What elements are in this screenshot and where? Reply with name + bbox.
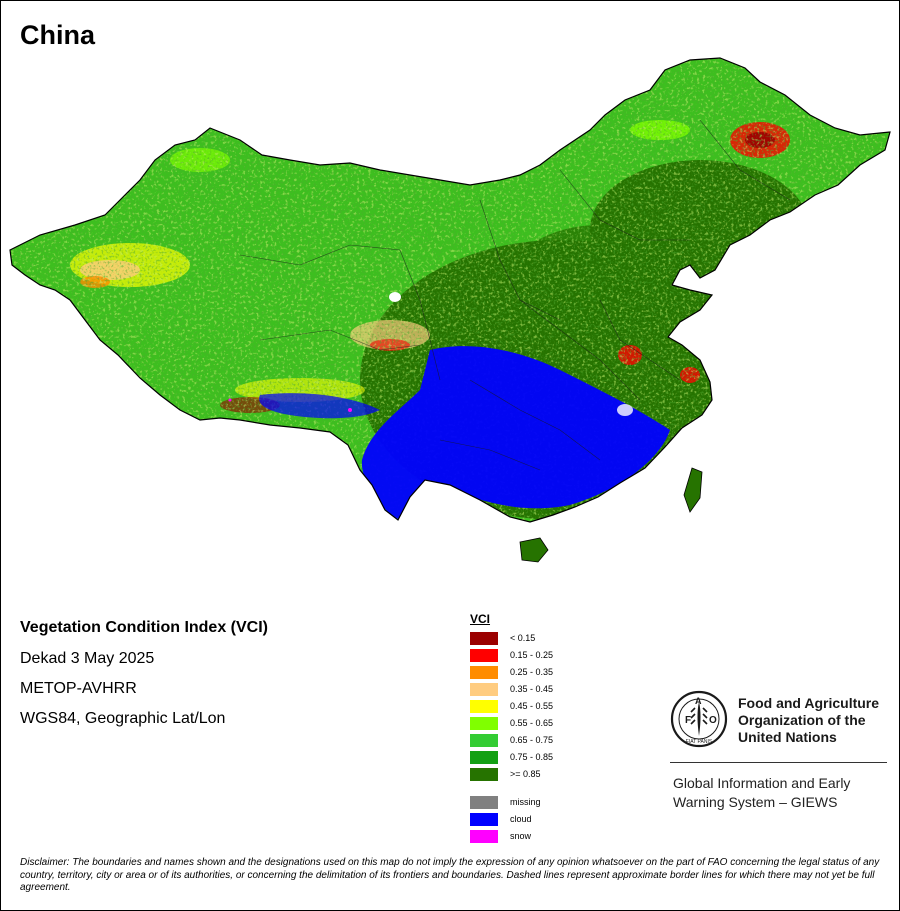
legend-swatch — [470, 649, 498, 662]
fao-logo-text-o: O — [709, 715, 717, 726]
legend-swatch — [470, 666, 498, 679]
legend-swatch — [470, 717, 498, 730]
legend-item-missing: missing — [470, 796, 610, 809]
vci-map — [9, 57, 891, 563]
legend-swatch — [470, 734, 498, 747]
fao-logo-text-f: F — [685, 715, 691, 726]
legend-label: 0.55 - 0.65 — [510, 718, 554, 728]
legend-label: 0.75 - 0.85 — [510, 752, 554, 762]
legend-item: 0.75 - 0.85 — [470, 751, 610, 764]
legend-item: >= 0.85 — [470, 768, 610, 781]
legend-item: 0.65 - 0.75 — [470, 734, 610, 747]
legend-label: >= 0.85 — [510, 769, 541, 779]
map-index-title: Vegetation Condition Index (VCI) — [20, 619, 268, 636]
legend-item: 0.55 - 0.65 — [470, 717, 610, 730]
fao-branding: F A O FIAT PANIS Food and Agriculture Or… — [670, 690, 890, 810]
legend-swatch — [470, 632, 498, 645]
legend-item: 0.35 - 0.45 — [470, 683, 610, 696]
fao-logo-icon: F A O FIAT PANIS — [670, 690, 728, 748]
legend-label: cloud — [510, 814, 532, 824]
legend-title: VCI — [470, 612, 491, 626]
map-sensor: METOP-AVHRR — [20, 680, 137, 697]
legend-label: 0.25 - 0.35 — [510, 667, 554, 677]
legend-item-cloud: cloud — [470, 813, 610, 826]
program-name: Global Information and Early Warning Sys… — [673, 774, 850, 812]
divider — [670, 762, 887, 763]
legend-label: 0.45 - 0.55 — [510, 701, 554, 711]
organization-name-line: Organization of the — [738, 712, 866, 728]
legend-swatch — [470, 683, 498, 696]
map-projection: WGS84, Geographic Lat/Lon — [20, 710, 226, 727]
legend-label: missing — [510, 797, 541, 807]
legend-item: 0.25 - 0.35 — [470, 666, 610, 679]
legend-swatch — [470, 830, 498, 843]
legend-label: 0.15 - 0.25 — [510, 650, 554, 660]
legend-swatch — [470, 796, 498, 809]
legend-swatch — [470, 700, 498, 713]
program-name-line: Global Information and Early — [673, 775, 851, 791]
legend-swatch — [470, 768, 498, 781]
legend-label: snow — [510, 831, 532, 841]
vci-legend: VCI < 0.15 0.15 - 0.25 0.25 - 0.35 0.35 … — [470, 612, 610, 852]
legend-swatch — [470, 751, 498, 764]
fao-logo-text-a: A — [695, 696, 702, 706]
program-name-line: Warning System – GIEWS — [673, 794, 838, 810]
disclaimer: Disclaimer: The boundaries and names sho… — [20, 857, 880, 893]
fao-logo-motto: FIAT PANIS — [686, 739, 713, 745]
legend-label: 0.35 - 0.45 — [510, 684, 554, 694]
legend-label: 0.65 - 0.75 — [510, 735, 554, 745]
page-title: China — [20, 20, 96, 50]
legend-item: 0.45 - 0.55 — [470, 700, 610, 713]
legend-item: < 0.15 — [470, 632, 610, 645]
organization-name: Food and Agriculture Organization of the… — [738, 695, 879, 746]
map-period: Dekad 3 May 2025 — [20, 650, 155, 667]
legend-swatch — [470, 813, 498, 826]
organization-name-line: United Nations — [738, 729, 837, 745]
legend-item: 0.15 - 0.25 — [470, 649, 610, 662]
legend-label: < 0.15 — [510, 633, 536, 643]
legend-item-snow: snow — [470, 830, 610, 843]
organization-name-line: Food and Agriculture — [738, 695, 880, 711]
